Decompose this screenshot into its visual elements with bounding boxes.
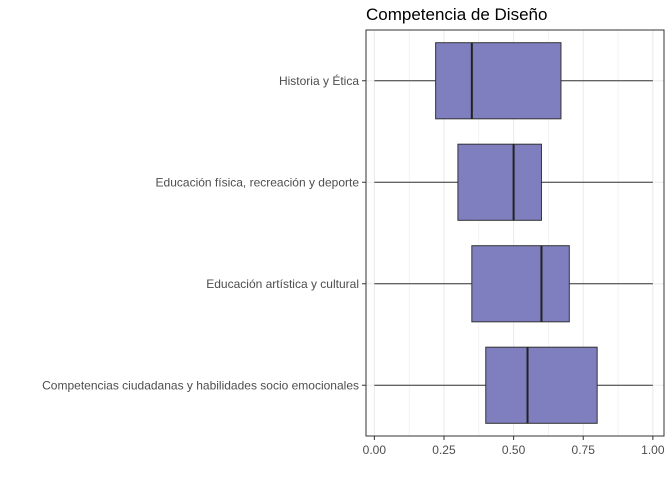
xtick-label: 0.00 — [363, 443, 387, 457]
whisker-layer — [374, 80, 653, 386]
x-axis: 0.00 0.25 0.50 0.75 1.00 — [363, 436, 665, 457]
ytick-label: Historia y Ética — [279, 73, 359, 88]
xtick-label: 0.25 — [432, 443, 456, 457]
y-axis: Historia y Ética Educación física, recrea… — [42, 73, 366, 392]
box — [435, 42, 562, 120]
ytick-label: Educación física, recreación y deporte — [156, 175, 360, 189]
xtick-label: 1.00 — [641, 443, 665, 457]
ytick-label: Competencias ciudadanas y habilidades so… — [42, 378, 359, 392]
box — [471, 245, 570, 323]
panel-border — [365, 29, 665, 437]
xtick-label: 0.50 — [502, 443, 526, 457]
box-layer — [435, 42, 598, 424]
box — [457, 143, 542, 221]
box — [485, 346, 598, 424]
xtick-label: 0.75 — [572, 443, 596, 457]
chart-title: Competencia de Diseño — [366, 5, 548, 24]
ytick-label: Educación artística y cultural — [206, 277, 359, 291]
